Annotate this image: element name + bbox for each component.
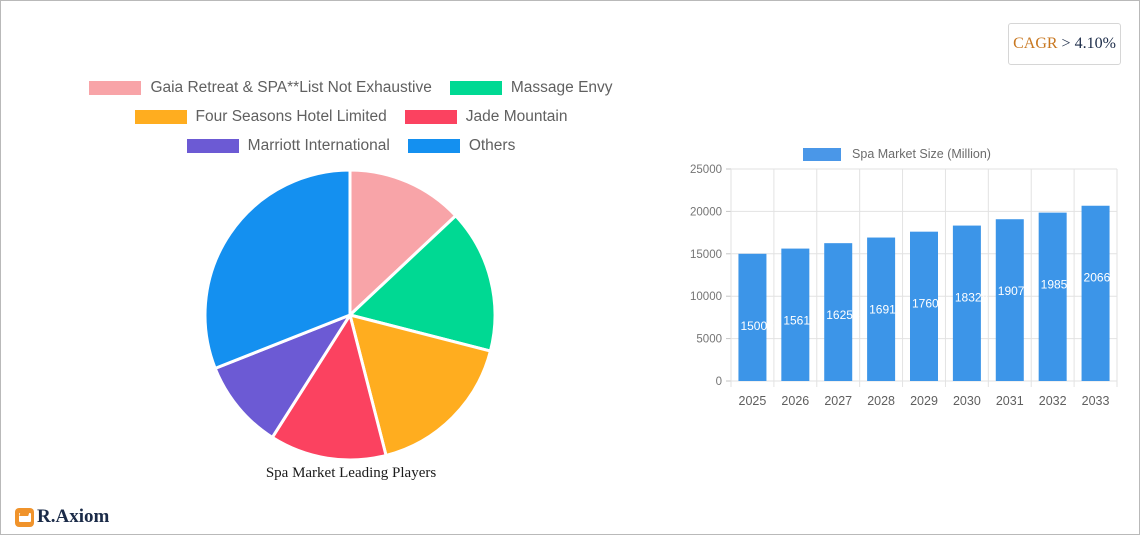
legend-item-label: Massage Envy (510, 78, 613, 96)
x-axis-category-label: 2029 (910, 394, 938, 408)
legend-item-gaia-retreat[interactable]: Gaia Retreat & SPA**List Not Exhaustive (89, 78, 432, 97)
cagr-badge: CAGR > 4.10% (1008, 23, 1121, 65)
x-axis-category-label: 2032 (1039, 394, 1067, 408)
pie-slice[interactable] (348, 214, 496, 353)
legend-item-label: Gaia Retreat & SPA**List Not Exhaustive (150, 78, 432, 96)
legend-swatch-icon (407, 138, 460, 153)
x-axis-category-label: 2025 (739, 394, 767, 408)
x-axis-category-label: 2026 (781, 394, 809, 408)
bar-value-label: 19856 (1041, 278, 1075, 292)
brand-logo-text: R.Axiom (37, 506, 110, 527)
y-axis-tick-label: 20000 (690, 206, 722, 218)
bar-value-label: 15615 (783, 314, 817, 328)
x-axis-category-label: 2033 (1082, 394, 1110, 408)
brand-logo: R.Axiom (15, 506, 109, 528)
bar-legend-label: Spa Market Size (Million) (852, 147, 991, 161)
bar[interactable] (824, 243, 853, 381)
bar[interactable] (1038, 212, 1067, 381)
x-axis-category-label: 2028 (867, 394, 895, 408)
legend-item-marriott[interactable]: Marriott International (186, 136, 390, 155)
book-logo-icon (15, 507, 34, 527)
pie-legend-row: Four Seasons Hotel Limited Jade Mountain (61, 102, 641, 131)
pie-chart-title: Spa Market Leading Players (265, 465, 437, 481)
legend-swatch-icon (449, 80, 502, 95)
legend-item-label: Jade Mountain (465, 107, 568, 125)
y-axis-tick-label: 5000 (696, 334, 722, 346)
legend-swatch-icon (89, 80, 142, 95)
legend-item-four-seasons[interactable]: Four Seasons Hotel Limited (134, 107, 387, 126)
legend-swatch-icon (186, 138, 239, 153)
bar-value-label: 18328 (955, 291, 989, 305)
bar[interactable] (952, 225, 981, 381)
bar-value-label: 15000 (740, 319, 774, 333)
bar[interactable] (910, 231, 938, 381)
legend-swatch-icon (803, 147, 842, 161)
pie-chart-svg (204, 169, 496, 461)
pie-chart (204, 169, 496, 461)
cagr-value: > 4.10% (1061, 35, 1116, 52)
legend-item-label: Others (468, 136, 516, 154)
bar-value-label: 20667 (1084, 271, 1118, 285)
y-axis-tick-label: 25000 (690, 164, 722, 176)
legend-item-massage-envy[interactable]: Massage Envy (449, 78, 613, 97)
y-axis-tick-label: 0 (716, 376, 722, 388)
legend-swatch-icon (134, 109, 187, 124)
bar-value-label: 16254 (826, 308, 860, 322)
bar-chart-panel: Spa Market Size (Million) 0 5000 10000 1500… (673, 141, 1121, 413)
legend-item-label: Four Seasons Hotel Limited (195, 107, 387, 125)
y-axis-tick-label: 15000 (690, 249, 722, 261)
x-axis-category-label: 2030 (953, 394, 981, 408)
bar-chart-legend[interactable]: Spa Market Size (Million) (673, 147, 1121, 161)
bar[interactable] (867, 237, 896, 381)
y-axis-tick-label: 10000 (690, 291, 722, 303)
bar-value-label: 19077 (998, 284, 1032, 298)
pie-legend-row: Marriott International Others (61, 131, 641, 160)
bar[interactable] (995, 219, 1024, 381)
legend-item-jade-mountain[interactable]: Jade Mountain (404, 107, 568, 126)
bar-chart-svg: 0 5000 10000 15000 20000 25000 15000 2025 15615 2… (690, 164, 1118, 408)
pie-legend: Gaia Retreat & SPA**List Not Exhaustive … (61, 73, 641, 160)
x-axis-category-label: 2027 (824, 394, 852, 408)
pie-slice[interactable] (204, 169, 352, 370)
bar[interactable] (781, 248, 810, 381)
pie-slice[interactable] (348, 169, 458, 317)
legend-swatch-icon (404, 109, 457, 124)
pie-slice[interactable] (270, 313, 388, 461)
bar-value-label: 17609 (912, 297, 946, 311)
legend-item-others[interactable]: Others (407, 136, 516, 155)
bar[interactable] (738, 253, 767, 381)
pie-legend-row: Gaia Retreat & SPA**List Not Exhaustive … (61, 73, 641, 102)
legend-item-label: Marriott International (247, 136, 390, 154)
pie-slice[interactable] (213, 313, 352, 439)
bar-value-label: 16918 (869, 303, 903, 317)
bar[interactable] (1081, 205, 1110, 381)
pie-slice[interactable] (348, 313, 492, 457)
cagr-label: CAGR (1013, 35, 1058, 52)
x-axis-category-label: 2031 (996, 394, 1024, 408)
